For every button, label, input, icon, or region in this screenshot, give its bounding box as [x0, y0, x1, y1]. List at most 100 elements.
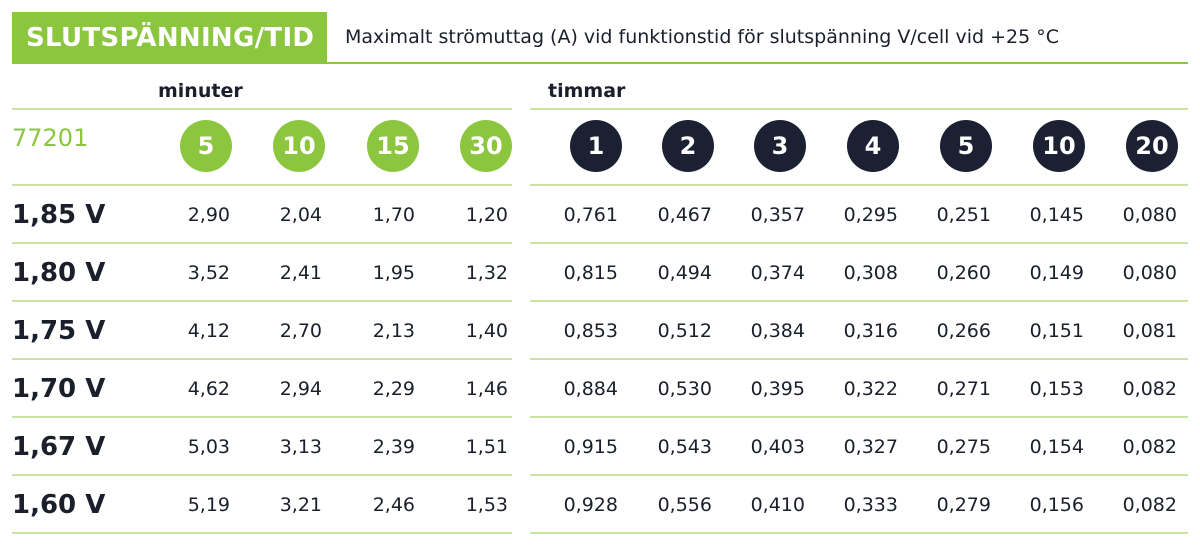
table-cell: 2,70 [279, 320, 322, 342]
row-divider-left [12, 242, 512, 244]
group-divider-left [12, 108, 512, 110]
table-cell: 0,884 [563, 378, 618, 400]
table-cell: 0,512 [657, 320, 712, 342]
table-description: Maximalt strömuttag (A) vid funktionstid… [327, 12, 1188, 64]
group-divider-right [530, 108, 1188, 110]
table-cell: 0,815 [563, 262, 618, 284]
table-cell: 0,149 [1029, 262, 1084, 284]
column-header-divider-left [12, 184, 512, 186]
table-cell: 2,46 [372, 494, 415, 516]
table-cell: 0,761 [563, 204, 618, 226]
table-cell: 2,90 [187, 204, 230, 226]
table-cell: 1,70 [372, 204, 415, 226]
table-cell: 2,29 [372, 378, 415, 400]
table-cell: 1,46 [465, 378, 508, 400]
table-cell: 1,53 [465, 494, 508, 516]
table-cell: 0,251 [936, 204, 991, 226]
table-cell: 2,39 [372, 436, 415, 458]
hour-column-badge: 20 [1126, 120, 1178, 172]
voltage-label: 1,60 V [12, 490, 106, 520]
table-cell: 0,279 [936, 494, 991, 516]
table-cell: 0,395 [750, 378, 805, 400]
column-header-divider-right [530, 184, 1188, 186]
table-cell: 0,151 [1029, 320, 1084, 342]
table-cell: 0,494 [657, 262, 712, 284]
hour-column-badge: 4 [847, 120, 899, 172]
table-cell: 0,080 [1122, 204, 1177, 226]
table-cell: 0,556 [657, 494, 712, 516]
minutes-group-label: minuter [158, 80, 243, 102]
table-cell: 0,403 [750, 436, 805, 458]
table-cell: 1,20 [465, 204, 508, 226]
minute-column-badge: 30 [460, 120, 512, 172]
table-cell: 0,374 [750, 262, 805, 284]
table-cell: 0,260 [936, 262, 991, 284]
minute-column-badge: 10 [273, 120, 325, 172]
table-cell: 0,271 [936, 378, 991, 400]
table-cell: 4,62 [187, 378, 230, 400]
hours-group-label: timmar [548, 80, 626, 102]
voltage-label: 1,80 V [12, 258, 106, 288]
table-cell: 1,40 [465, 320, 508, 342]
table-cell: 2,04 [279, 204, 322, 226]
row-divider-left [12, 532, 512, 534]
table-cell: 0,308 [843, 262, 898, 284]
row-divider-right [530, 532, 1188, 534]
table-cell: 0,145 [1029, 204, 1084, 226]
row-divider-right [530, 474, 1188, 476]
table-cell: 0,081 [1122, 320, 1177, 342]
table-cell: 0,915 [563, 436, 618, 458]
row-divider-left [12, 474, 512, 476]
table-cell: 0,266 [936, 320, 991, 342]
table-cell: 0,410 [750, 494, 805, 516]
header-divider [12, 62, 1188, 64]
table-cell: 2,94 [279, 378, 322, 400]
table-cell: 1,95 [372, 262, 415, 284]
row-divider-right [530, 416, 1188, 418]
table-cell: 0,153 [1029, 378, 1084, 400]
table-cell: 0,543 [657, 436, 712, 458]
hour-column-badge: 5 [940, 120, 992, 172]
voltage-label: 1,85 V [12, 200, 106, 230]
table-cell: 1,32 [465, 262, 508, 284]
table-cell: 0,275 [936, 436, 991, 458]
voltage-label: 1,75 V [12, 316, 106, 346]
table-cell: 0,467 [657, 204, 712, 226]
table-cell: 1,51 [465, 436, 508, 458]
row-divider-left [12, 358, 512, 360]
table-cell: 0,316 [843, 320, 898, 342]
row-divider-right [530, 300, 1188, 302]
table-cell: 0,156 [1029, 494, 1084, 516]
table-cell: 2,41 [279, 262, 322, 284]
table-cell: 5,03 [187, 436, 230, 458]
table-cell: 0,928 [563, 494, 618, 516]
table-cell: 0,384 [750, 320, 805, 342]
table-cell: 0,082 [1122, 436, 1177, 458]
table-cell: 0,853 [563, 320, 618, 342]
table-cell: 0,154 [1029, 436, 1084, 458]
hour-column-badge: 1 [570, 120, 622, 172]
row-divider-right [530, 242, 1188, 244]
voltage-label: 1,70 V [12, 374, 106, 404]
table-title: SLUTSPÄNNING/TID [12, 12, 327, 64]
table-cell: 3,52 [187, 262, 230, 284]
product-code: 77201 [12, 124, 89, 152]
row-divider-right [530, 358, 1188, 360]
hour-column-badge: 10 [1033, 120, 1085, 172]
table-cell: 0,080 [1122, 262, 1177, 284]
table-cell: 4,12 [187, 320, 230, 342]
row-divider-left [12, 416, 512, 418]
row-divider-left [12, 300, 512, 302]
table-cell: 0,530 [657, 378, 712, 400]
voltage-label: 1,67 V [12, 432, 106, 462]
table-cell: 0,082 [1122, 494, 1177, 516]
table-cell: 5,19 [187, 494, 230, 516]
table-cell: 2,13 [372, 320, 415, 342]
table-cell: 0,082 [1122, 378, 1177, 400]
table-cell: 0,295 [843, 204, 898, 226]
hour-column-badge: 2 [662, 120, 714, 172]
table-cell: 3,13 [279, 436, 322, 458]
table-cell: 0,333 [843, 494, 898, 516]
table-cell: 0,322 [843, 378, 898, 400]
table-cell: 0,357 [750, 204, 805, 226]
